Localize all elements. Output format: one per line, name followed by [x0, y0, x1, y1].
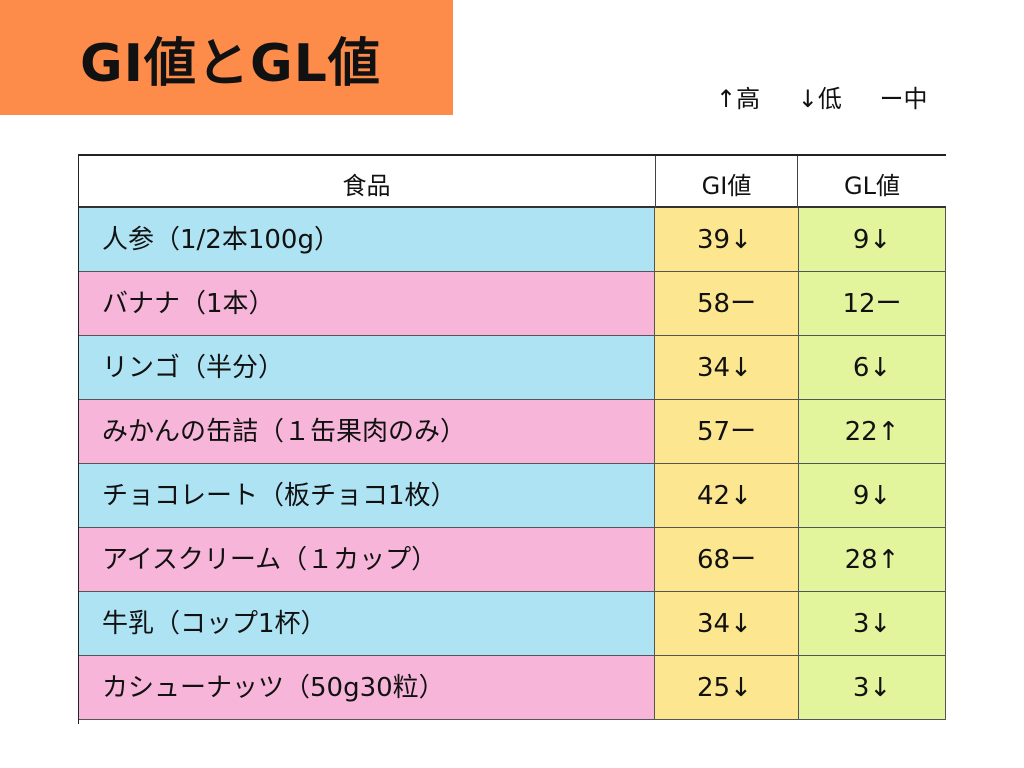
- table-row: アイスクリーム（１カップ） 68ー 28↑: [78, 528, 946, 592]
- food-cell: 人参（1/2本100g）: [78, 208, 655, 272]
- table-row: 牛乳（コップ1杯） 34↓ 3↓: [78, 592, 946, 656]
- food-cell: みかんの缶詰（１缶果肉のみ）: [78, 400, 655, 464]
- table-row: 人参（1/2本100g） 39↓ 9↓: [78, 208, 946, 272]
- gi-cell: 34↓: [655, 592, 799, 656]
- table-row: チョコレート（板チョコ1枚） 42↓ 9↓: [78, 464, 946, 528]
- gl-cell: 3↓: [799, 592, 946, 656]
- gi-cell: 34↓: [655, 336, 799, 400]
- food-cell: 牛乳（コップ1杯）: [78, 592, 655, 656]
- gi-gl-table: 食品 GI値 GL値 人参（1/2本100g） 39↓ 9↓ バナナ（1本） 5…: [78, 154, 946, 724]
- header-divider: [655, 156, 656, 208]
- food-cell: チョコレート（板チョコ1枚）: [78, 464, 655, 528]
- table-row: みかんの缶詰（１缶果肉のみ） 57ー 22↑: [78, 400, 946, 464]
- food-cell: カシューナッツ（50g30粒）: [78, 656, 655, 720]
- gi-cell: 39↓: [655, 208, 799, 272]
- legend-mid: ー中: [879, 85, 928, 113]
- food-cell: アイスクリーム（１カップ）: [78, 528, 655, 592]
- table-left-border: [78, 154, 79, 724]
- food-cell: リンゴ（半分）: [78, 336, 655, 400]
- gi-cell: 57ー: [655, 400, 799, 464]
- table-row: バナナ（1本） 58ー 12ー: [78, 272, 946, 336]
- gi-cell: 68ー: [655, 528, 799, 592]
- gi-cell: 42↓: [655, 464, 799, 528]
- page-title: GI値とGL値: [80, 34, 381, 94]
- header-gl: GL値: [844, 172, 900, 200]
- table-row: カシューナッツ（50g30粒） 25↓ 3↓: [78, 656, 946, 720]
- gi-cell: 58ー: [655, 272, 799, 336]
- gl-cell: 22↑: [799, 400, 946, 464]
- table-header: 食品 GI値 GL値: [78, 154, 946, 208]
- header-divider: [797, 156, 798, 208]
- gi-cell: 25↓: [655, 656, 799, 720]
- table-row: リンゴ（半分） 34↓ 6↓: [78, 336, 946, 400]
- legend-low: ↓低: [797, 85, 842, 113]
- gl-cell: 9↓: [799, 464, 946, 528]
- gl-cell: 28↑: [799, 528, 946, 592]
- title-banner: [0, 0, 453, 115]
- gl-cell: 3↓: [799, 656, 946, 720]
- header-food: 食品: [342, 172, 391, 200]
- gl-cell: 9↓: [799, 208, 946, 272]
- legend: ↑高 ↓低 ー中: [716, 87, 928, 111]
- gl-cell: 12ー: [799, 272, 946, 336]
- legend-high: ↑高: [716, 85, 761, 113]
- food-cell: バナナ（1本）: [78, 272, 655, 336]
- gl-cell: 6↓: [799, 336, 946, 400]
- header-gi: GI値: [701, 172, 752, 200]
